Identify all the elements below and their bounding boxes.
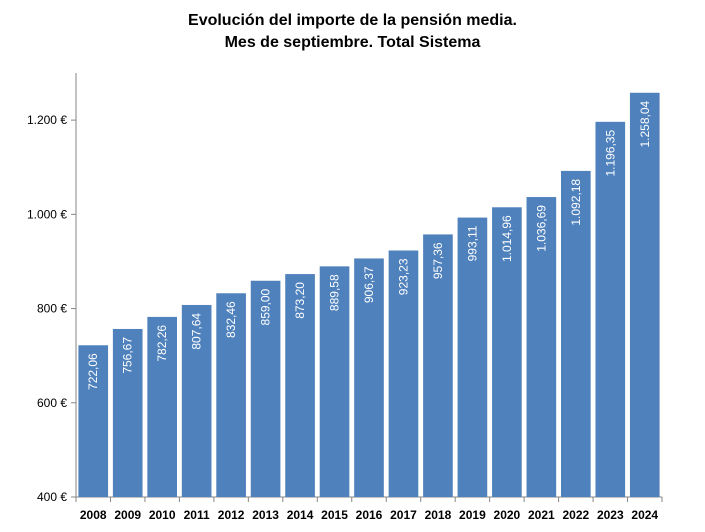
data-label: 1.258,04 [638, 100, 652, 147]
bar [629, 92, 660, 497]
x-tick-label: 2009 [114, 508, 141, 522]
y-tick-label: 1.200 € [27, 113, 67, 127]
bar [250, 280, 281, 497]
x-tick-label: 2011 [184, 508, 210, 522]
data-label: 1.014,96 [500, 215, 514, 262]
data-label: 832,46 [224, 301, 238, 338]
data-label: 993,11 [465, 225, 479, 261]
x-tick-label: 2024 [631, 508, 658, 522]
data-label: 923,23 [396, 258, 410, 295]
data-label: 1.036,69 [534, 205, 548, 252]
x-tick-label: 2013 [252, 508, 279, 522]
data-label: 756,67 [121, 337, 135, 374]
x-tick-label: 2010 [149, 508, 176, 522]
bar [457, 217, 488, 497]
x-tick-label: 2017 [390, 508, 417, 522]
x-tick-label: 2018 [425, 508, 452, 522]
chart-title-line-1: Evolución del importe de la pensión medi… [188, 12, 517, 29]
data-label: 889,58 [328, 274, 342, 311]
data-label: 1.196,35 [603, 130, 617, 177]
data-label: 807,64 [190, 313, 204, 350]
bar [112, 328, 143, 497]
data-label: 957,36 [431, 242, 445, 279]
data-label: 859,00 [259, 288, 273, 325]
data-labels: 722,06 756,67 782,26 807,64 832,46 859,00 873,… [86, 100, 652, 390]
x-tick-label: 2015 [321, 508, 348, 522]
x-tick-label: 2023 [597, 508, 624, 522]
y-tick-label: 800 € [37, 302, 67, 316]
x-axis: 2008 2009 2010 2011 2012 2013 2014 2015 2016 2017… [75, 496, 663, 522]
bars [78, 92, 660, 498]
y-tick-label: 600 € [37, 396, 67, 410]
bar [147, 316, 177, 497]
bar [492, 207, 522, 497]
data-label: 906,37 [362, 266, 376, 303]
x-tick-label: 2016 [356, 508, 383, 522]
x-tick-label: 2012 [218, 508, 245, 522]
x-tick-label: 2021 [528, 508, 555, 522]
bar [181, 304, 212, 497]
data-label: 873,20 [293, 282, 307, 319]
bar [526, 197, 557, 497]
bar [388, 250, 419, 497]
x-tick-label: 2008 [80, 508, 107, 522]
y-tick-label: 400 € [37, 490, 67, 504]
bar [354, 258, 384, 497]
bar [78, 345, 109, 497]
x-tick-label: 2020 [494, 508, 521, 522]
data-label: 722,06 [86, 353, 100, 390]
bar [561, 170, 591, 497]
x-tick-label: 2022 [562, 508, 589, 522]
x-tick-label: 2019 [459, 508, 486, 522]
bar [285, 274, 315, 497]
y-axis: 400 € 600 € 800 € 1.000 € 1.200 € [27, 73, 77, 504]
chart-title-line-2: Mes de septiembre. Total Sistema [224, 34, 481, 51]
chart-title: Evolución del importe de la pensión medi… [0, 10, 705, 54]
x-tick-label: 2014 [287, 508, 314, 522]
data-label: 782,26 [155, 325, 169, 362]
data-label: 1.092,18 [569, 179, 583, 226]
bar [319, 266, 350, 497]
bar [595, 121, 626, 498]
bar [216, 293, 246, 497]
y-tick-label: 1.000 € [27, 207, 67, 221]
bar [423, 234, 453, 497]
